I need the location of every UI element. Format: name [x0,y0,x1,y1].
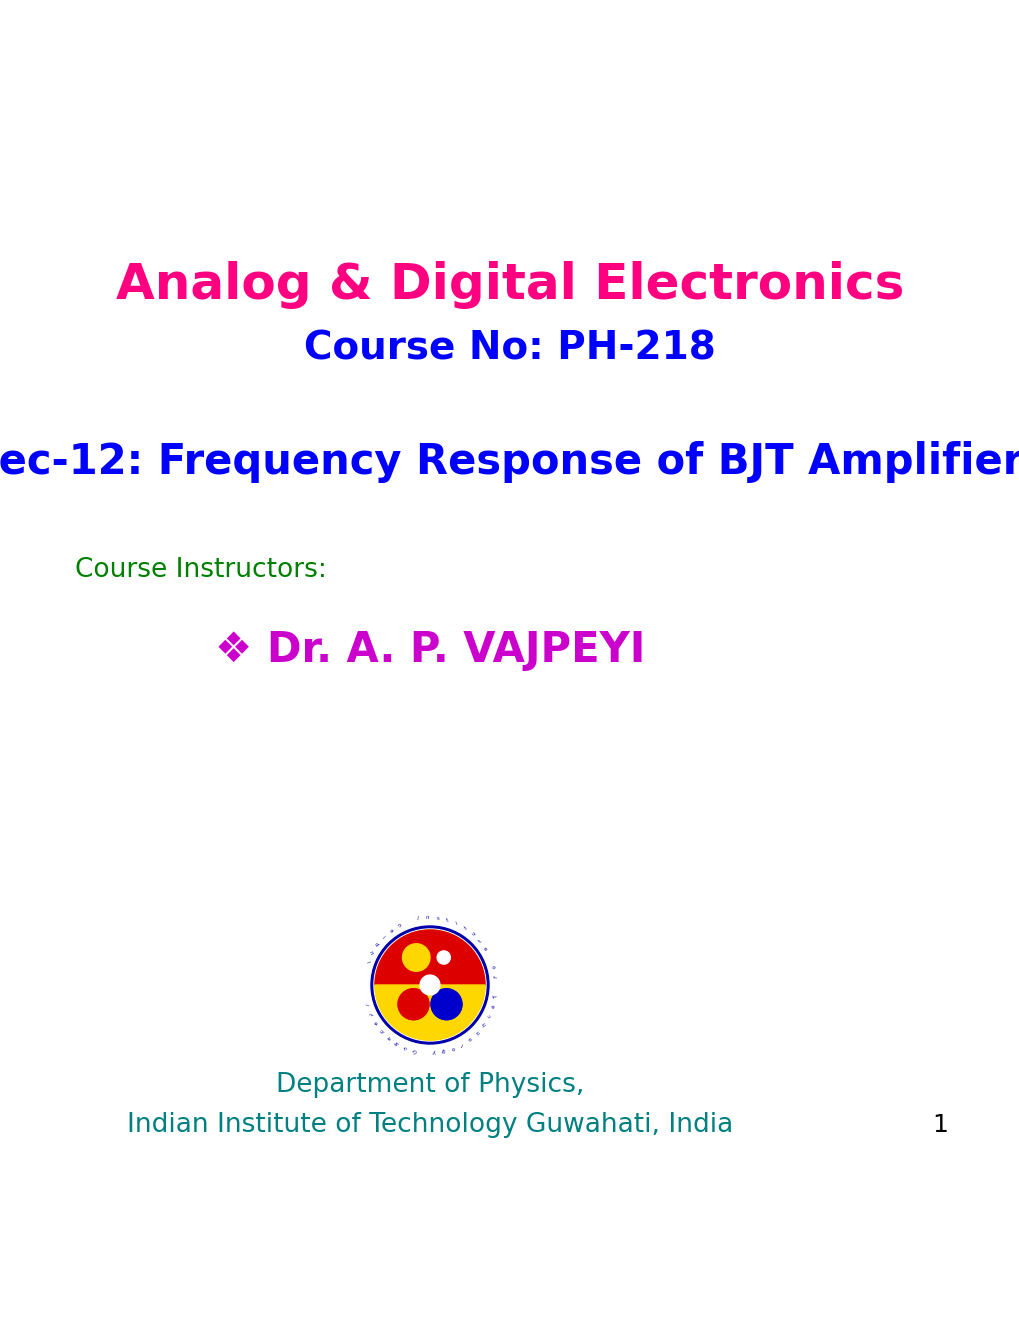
Text: s: s [435,916,439,921]
Circle shape [371,927,488,1044]
Circle shape [403,944,430,972]
Text: n: n [425,916,429,920]
Text: ❖ Dr. A. P. VAJPEYI: ❖ Dr. A. P. VAJPEYI [215,630,645,671]
Text: t: t [367,1012,372,1016]
Text: f: f [493,975,498,978]
Circle shape [374,929,485,1041]
Circle shape [420,975,439,995]
Circle shape [437,950,450,964]
Text: c: c [486,1012,492,1018]
Circle shape [430,944,458,972]
Text: l: l [461,1041,464,1047]
Text: n: n [475,1028,481,1035]
Text: u: u [470,931,476,937]
Text: a: a [387,928,393,933]
Text: t: t [463,925,468,931]
Text: u: u [401,1044,407,1051]
Text: t: t [445,917,448,923]
Text: y: y [432,1049,435,1055]
Wedge shape [375,985,484,1040]
Text: Lec-12: Frequency Response of BJT Amplifiers: Lec-12: Frequency Response of BJT Amplif… [0,441,1019,483]
Circle shape [431,989,462,1019]
Circle shape [397,989,428,1019]
Text: n: n [396,923,401,928]
Wedge shape [375,931,484,985]
Text: h: h [481,1022,487,1027]
Circle shape [397,989,428,1019]
Text: G: G [412,1047,417,1053]
Text: a: a [371,1019,377,1026]
Text: 1: 1 [931,1113,947,1137]
Text: Department of Physics,: Department of Physics, [275,1072,584,1098]
Text: i: i [380,935,385,940]
Text: I: I [416,916,419,921]
Text: e: e [490,1005,496,1008]
Text: Course Instructors:: Course Instructors: [75,557,326,583]
Text: w: w [392,1039,398,1045]
Text: h: h [377,1027,383,1034]
Text: o: o [491,965,497,969]
Text: n: n [368,950,374,956]
Text: T: T [493,994,498,999]
Text: e: e [483,946,489,952]
Text: g: g [441,1048,445,1053]
Circle shape [431,989,462,1019]
Text: d: d [373,941,379,948]
Circle shape [375,931,484,1040]
Text: Course No: PH-218: Course No: PH-218 [304,329,715,367]
Text: Analog & Digital Electronics: Analog & Digital Electronics [116,261,903,309]
Text: i: i [363,1003,368,1006]
Text: Indian Institute of Technology Guwahati, India: Indian Institute of Technology Guwahati,… [126,1111,733,1138]
Text: o: o [450,1045,455,1051]
Text: a: a [384,1034,390,1040]
Text: o: o [468,1035,473,1041]
Text: t: t [478,939,483,944]
Text: I: I [364,961,369,964]
Text: i: i [454,921,458,927]
